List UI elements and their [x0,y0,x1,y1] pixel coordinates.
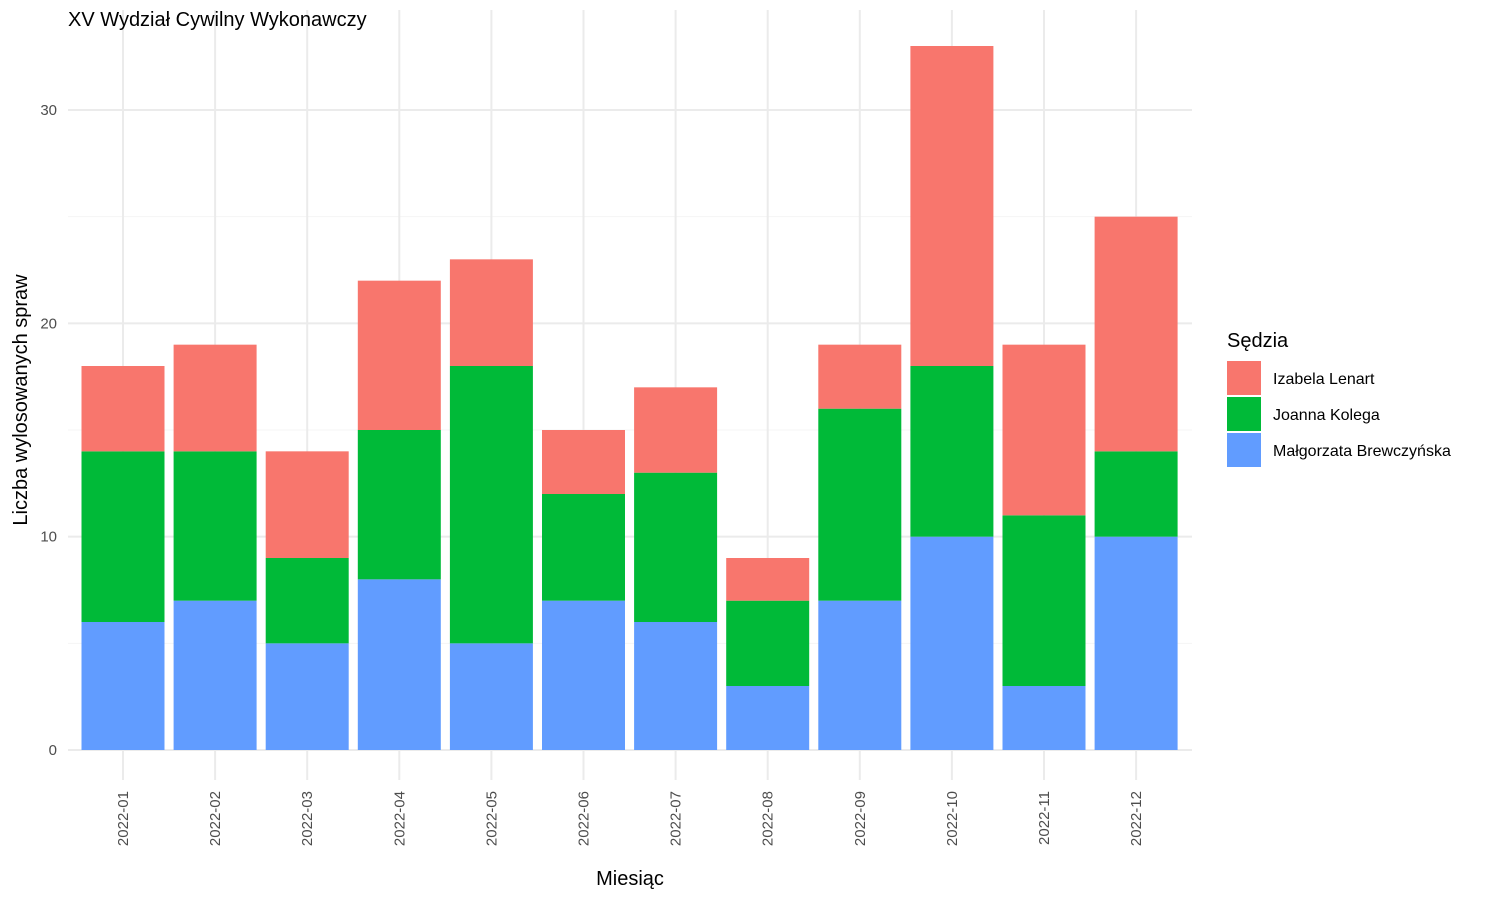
legend-label: Joanna Kolega [1273,407,1380,424]
x-tick-label: 2022-03 [299,791,316,846]
bar-segment [542,430,625,494]
y-axis-ticks: 0 10 20 30 [40,102,57,759]
bar-segment [1094,536,1178,750]
x-tick-label: 2022-01 [115,791,132,846]
bar-segment [634,387,718,473]
x-axis-ticks: 2022-01 2022-02 2022-03 2022-04 2022-05 2022-… [115,791,1145,846]
legend-label: Izabela Lenart [1273,371,1375,388]
bar-segment [726,558,810,601]
y-tick-label: 10 [40,529,57,546]
bar-segment [818,344,902,409]
legend-swatch [1227,361,1261,395]
x-tick-label: 2022-07 [668,791,685,846]
x-tick-label: 2022-08 [760,791,777,846]
bar-segment [910,536,994,750]
bar-segment [726,686,810,750]
bar-segment [265,451,349,558]
legend: Sędzia Izabela Lenart Joanna Kolega Małgor… [1227,330,1451,467]
bar-segment [1094,451,1178,537]
bar-segment [818,408,902,601]
x-tick-label: 2022-09 [852,791,869,846]
bar-segment [634,472,718,622]
chart-title: XV Wydział Cywilny Wykonawczy [68,9,367,31]
x-tick-label: 2022-12 [1128,791,1145,846]
y-tick-label: 30 [40,102,57,119]
bar-segment [265,558,349,644]
legend-label: Małgorzata Brewczyńska [1273,443,1451,460]
bar-segment [542,600,625,750]
legend-title: Sędzia [1227,330,1289,352]
x-tick-label: 2022-11 [1036,791,1053,845]
bar-segment [910,46,994,366]
bar-segment [542,494,625,601]
bars [81,46,1178,750]
y-tick-label: 20 [40,315,57,332]
bar-segment [81,366,165,452]
legend-swatch [1227,397,1261,431]
x-tick-label: 2022-05 [483,791,500,846]
bar-segment [81,622,165,750]
bar-segment [357,430,441,580]
bar-segment [1002,344,1086,516]
bar-segment [818,600,902,750]
bar-segment [1002,515,1086,686]
bar-segment [449,259,533,366]
legend-items: Izabela Lenart Joanna Kolega Małgorzata Br… [1227,361,1451,467]
x-tick-label: 2022-10 [944,791,961,846]
bar-segment [173,451,257,601]
bar-segment [173,600,257,750]
bar-segment [357,280,441,430]
bar-segment [726,600,810,686]
bar-segment [910,366,994,537]
x-tick-label: 2022-04 [391,791,408,846]
bar-segment [634,622,718,750]
x-tick-label: 2022-02 [207,791,224,846]
bar-segment [81,451,165,622]
y-axis-title: Liczba wylosowanych spraw [10,274,32,526]
legend-swatch [1227,433,1261,467]
bar-segment [265,643,349,750]
bar-segment [357,579,441,750]
bar-segment [173,344,257,452]
bar-segment [1094,216,1178,452]
x-axis-title: Miesiąc [596,868,664,890]
bar-segment [449,643,533,750]
bar-segment [449,366,533,644]
bar-segment [1002,686,1086,750]
x-tick-label: 2022-06 [576,791,593,846]
y-tick-label: 0 [49,742,57,759]
